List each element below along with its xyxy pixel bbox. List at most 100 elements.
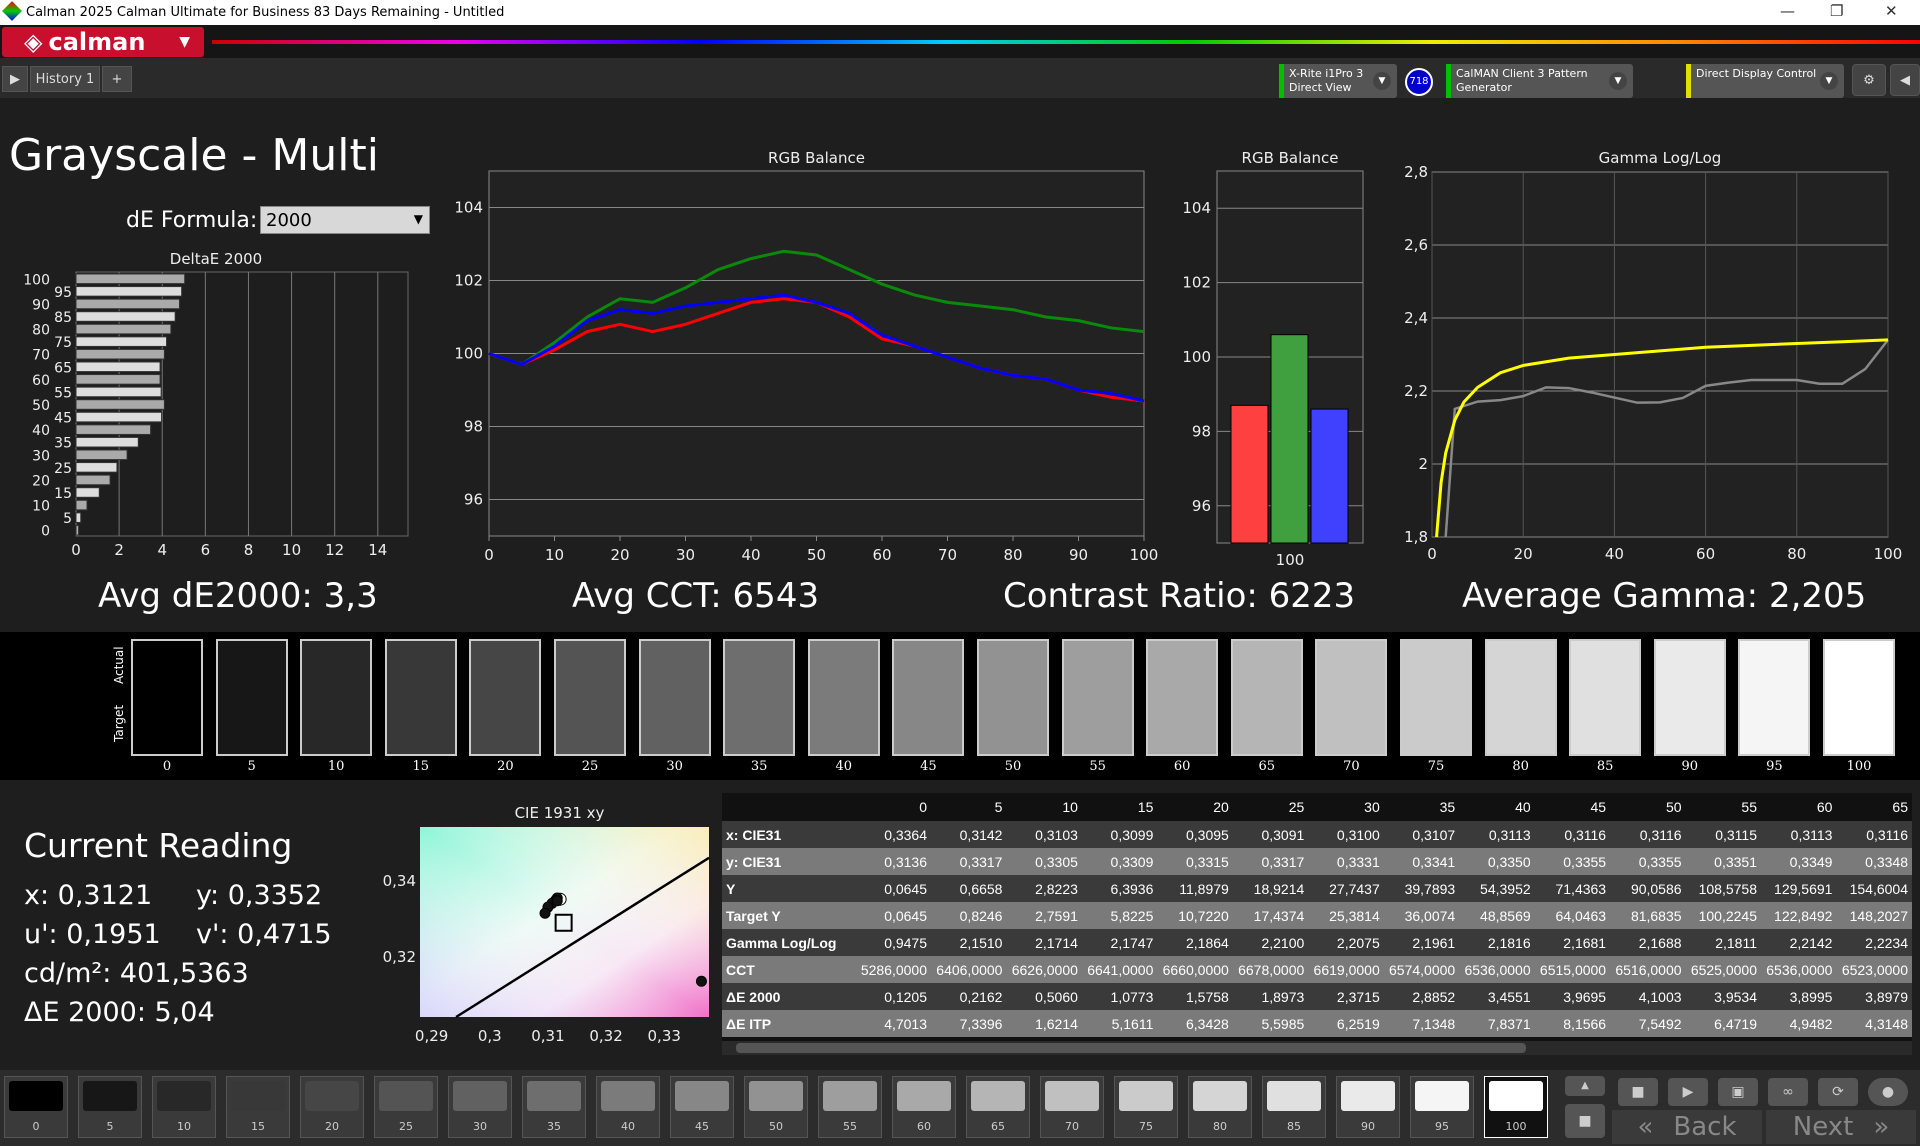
y-tick-label: 65 — [54, 360, 72, 376]
table-cell: 0,3317 — [1232, 848, 1309, 875]
column-header[interactable]: 30 — [1308, 793, 1384, 821]
column-header[interactable]: 25 — [1232, 793, 1309, 821]
table-cell: 7,1348 — [1383, 1010, 1460, 1037]
deltae-bar — [75, 361, 161, 373]
table-cell: 6516,0000 — [1610, 956, 1686, 983]
deltae-bar — [75, 323, 172, 335]
display-control-label: Direct Display Control — [1696, 67, 1817, 80]
display-control-selector[interactable]: Direct Display Control ▼ — [1686, 64, 1844, 98]
table-cell: 0,0645 — [855, 875, 932, 902]
up-arrow-icon[interactable]: ▲ — [1565, 1076, 1605, 1096]
patch-button-95[interactable]: 95 — [1410, 1076, 1474, 1138]
stop-button[interactable]: ■ — [1618, 1078, 1658, 1106]
column-header[interactable]: 40 — [1459, 793, 1535, 821]
maximize-button[interactable]: ❐ — [1830, 2, 1844, 20]
table-cell: 0,3309 — [1081, 848, 1158, 875]
column-header[interactable]: 35 — [1383, 793, 1460, 821]
patch-button-80[interactable]: 80 — [1188, 1076, 1252, 1138]
patch-button-25[interactable]: 25 — [374, 1076, 438, 1138]
table-cell: 0,3113 — [1761, 821, 1837, 848]
patch-button-90[interactable]: 90 — [1336, 1076, 1400, 1138]
patch-button-45[interactable]: 45 — [670, 1076, 734, 1138]
window-title: Calman 2025 Calman Ultimate for Business… — [26, 5, 505, 20]
next-button[interactable]: Next » — [1766, 1110, 1916, 1144]
table-cell: 2,1747 — [1081, 929, 1158, 956]
x-tick-label: 12 — [325, 541, 344, 559]
swatch-80 — [1484, 639, 1557, 756]
meter-selector[interactable]: X-Rite i1Pro 3 Direct View ▼ — [1279, 64, 1397, 98]
patch-button-20[interactable]: 20 — [300, 1076, 364, 1138]
patch-button-55[interactable]: 55 — [818, 1076, 882, 1138]
collapse-left-icon[interactable]: ◀ — [1890, 64, 1920, 96]
patch-button-15[interactable]: 15 — [226, 1076, 290, 1138]
row-label: Target Y — [722, 902, 856, 929]
rgb-balance-bar-chart: RGB Balance 96 98 100 102 104 100 — [1182, 149, 1364, 569]
column-header[interactable]: 20 — [1157, 793, 1233, 821]
play-button[interactable]: ▶ — [2, 66, 28, 92]
column-header[interactable]: 15 — [1081, 793, 1158, 821]
row-label: Y — [722, 875, 856, 902]
settings-gear-icon[interactable]: ⚙ — [1852, 64, 1886, 96]
patch-button-75[interactable]: 75 — [1114, 1076, 1178, 1138]
y-tick-label: 20 — [32, 473, 50, 489]
patch-swatch — [1415, 1081, 1469, 1111]
play-button[interactable]: ▶ — [1668, 1078, 1708, 1106]
patch-button-65[interactable]: 65 — [966, 1076, 1030, 1138]
table-row: Y 0,0645 0,6658 2,8223 6,3936 11,8979 18,9214 2… — [722, 875, 1912, 902]
column-header[interactable]: 60 — [1761, 793, 1837, 821]
calman-menu-button[interactable]: ◈ calman ▼ — [2, 27, 204, 57]
column-header[interactable]: 45 — [1534, 793, 1611, 821]
patch-button-100[interactable]: 100 — [1484, 1076, 1548, 1138]
patch-button-0[interactable]: 0 — [4, 1076, 68, 1138]
scrollbar-thumb[interactable] — [736, 1043, 1526, 1053]
patch-button-10[interactable]: 10 — [152, 1076, 216, 1138]
reading-u: u': 0,1951 — [24, 919, 161, 950]
de-formula-select[interactable]: 2000 ▼ — [260, 206, 430, 234]
column-header[interactable]: 0 — [855, 793, 932, 821]
back-button[interactable]: « Back — [1612, 1110, 1762, 1144]
swatch-label: 70 — [1343, 759, 1360, 774]
add-tab-button[interactable]: + — [102, 66, 132, 92]
close-button[interactable]: ✕ — [1885, 2, 1898, 20]
column-header[interactable]: 50 — [1610, 793, 1686, 821]
swatch-10 — [300, 639, 373, 756]
patch-button-85[interactable]: 85 — [1262, 1076, 1326, 1138]
patch-button-5[interactable]: 5 — [78, 1076, 142, 1138]
stop-square-icon[interactable]: ■ — [1565, 1104, 1605, 1138]
deltae-bar — [75, 286, 183, 297]
save-icon[interactable]: ▣ — [1718, 1078, 1758, 1106]
table-cell: 0,3317 — [931, 848, 1007, 875]
grayscale-swatches: Actual Target 0 5 10 15 20 25 30 35 40 45 50 55 60 65… — [0, 632, 1920, 780]
patch-button-35[interactable]: 35 — [522, 1076, 586, 1138]
x-tick-label: 0 — [1427, 545, 1437, 563]
table-cell: 0,3331 — [1308, 848, 1384, 875]
tab-history-1[interactable]: History 1 — [30, 66, 100, 92]
patch-button-70[interactable]: 70 — [1040, 1076, 1104, 1138]
patch-button-40[interactable]: 40 — [596, 1076, 660, 1138]
reading-de: ΔE 2000: 5,04 — [24, 997, 215, 1028]
table-cell: 0,3116 — [1534, 821, 1611, 848]
x-tick-label: 40 — [1605, 545, 1624, 563]
record-icon[interactable]: ● — [1868, 1078, 1908, 1106]
chart-title: Gamma Log/Log — [1599, 149, 1722, 167]
refresh-icon[interactable]: ⟳ — [1818, 1078, 1858, 1106]
patch-button-30[interactable]: 30 — [448, 1076, 512, 1138]
loop-icon[interactable]: ∞ — [1768, 1078, 1808, 1106]
column-header[interactable]: 10 — [1006, 793, 1082, 821]
meter-badge[interactable]: 718 — [1405, 68, 1433, 96]
table-cell: 27,7437 — [1308, 875, 1384, 902]
row-label: ΔE ITP — [722, 1010, 856, 1037]
patch-button-60[interactable]: 60 — [892, 1076, 956, 1138]
patch-button-50[interactable]: 50 — [744, 1076, 808, 1138]
column-header[interactable]: 65 — [1836, 793, 1912, 821]
table-cell: 7,3396 — [931, 1010, 1007, 1037]
chevron-down-icon: ▼ — [1820, 72, 1838, 90]
pattern-generator-selector[interactable]: CalMAN Client 3 Pattern Generator ▼ — [1446, 64, 1633, 98]
row-label: y: CIE31 — [722, 848, 856, 875]
horizontal-scrollbar[interactable] — [722, 1041, 1912, 1055]
column-header[interactable]: 55 — [1685, 793, 1761, 821]
swatch-label: 95 — [1766, 759, 1783, 774]
minimize-button[interactable]: — — [1780, 2, 1795, 20]
column-header[interactable]: 5 — [931, 793, 1007, 821]
